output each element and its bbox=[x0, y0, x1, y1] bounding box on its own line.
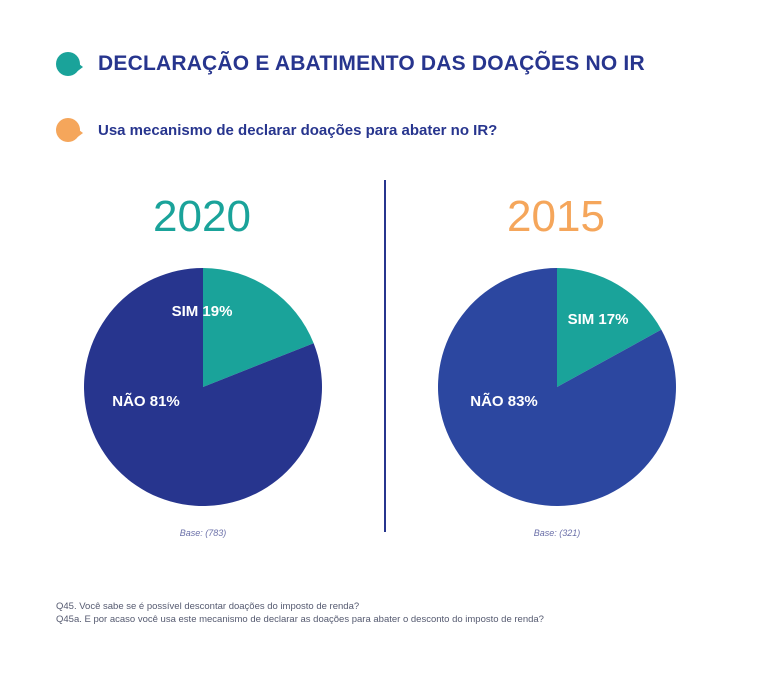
slice-label-nao: NÃO 81% bbox=[112, 392, 180, 410]
pie-chart-2020: SIM 19% NÃO 81% bbox=[84, 268, 323, 506]
main-title-row: DECLARAÇÃO E ABATIMENTO DAS DOAÇÕES NO I… bbox=[56, 52, 645, 76]
subtitle-row: Usa mecanismo de declarar doações para a… bbox=[56, 118, 497, 142]
pie-slice-sim bbox=[203, 268, 314, 387]
slice-label-sim: SIM 19% bbox=[172, 303, 233, 320]
question-title: Usa mecanismo de declarar doações para a… bbox=[98, 121, 498, 139]
slice-label-sim: SIM 17% bbox=[568, 311, 629, 328]
footnote-q45a: Q45a. E por acaso você usa este mecanism… bbox=[56, 614, 544, 625]
orange-drop-icon bbox=[56, 118, 83, 142]
teal-drop-icon bbox=[56, 52, 83, 76]
pie-chart-2015: SIM 17% NÃO 83% bbox=[438, 268, 676, 506]
chart-divider bbox=[384, 180, 386, 532]
chart-title-2015: 2015 bbox=[507, 192, 605, 241]
slice-label-nao: NÃO 83% bbox=[470, 392, 538, 410]
pie-slice-nao bbox=[84, 268, 323, 506]
pie-slice-sim bbox=[557, 268, 662, 387]
page-title: DECLARAÇÃO E ABATIMENTO DAS DOAÇÕES NO I… bbox=[98, 52, 645, 75]
base-2015: Base: (321) bbox=[533, 528, 581, 538]
footnote-q45: Q45. Você sabe se é possível descontar d… bbox=[56, 601, 360, 612]
chart-title-2020: 2020 bbox=[153, 192, 251, 241]
pie-slice-nao bbox=[438, 268, 676, 506]
base-2020: Base: (783) bbox=[179, 528, 227, 538]
